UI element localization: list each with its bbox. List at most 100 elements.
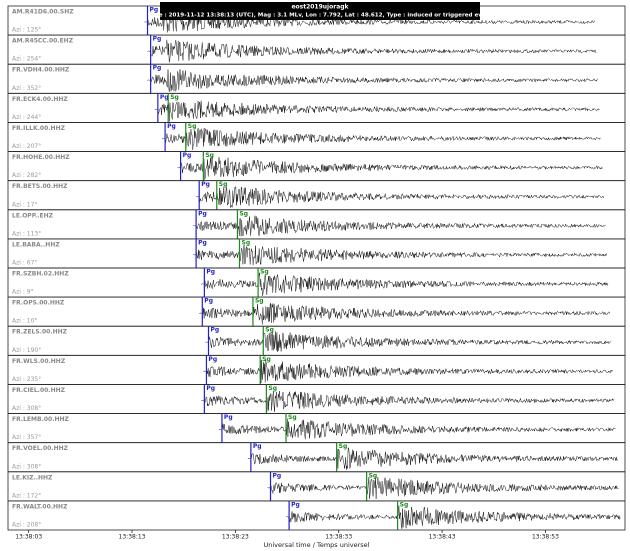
pg-label: Pg — [150, 7, 159, 14]
waveform — [199, 303, 610, 325]
azimuth-label: Azi : 113° — [12, 230, 41, 237]
station-label: LE.KIZ..HHZ — [12, 474, 53, 481]
waveform — [195, 186, 604, 209]
trace-panel — [7, 63, 626, 94]
azimuth-label: Azi : 352° — [12, 85, 41, 92]
pg-label: Pg — [153, 65, 162, 72]
x-tick-label: 13:38:03 — [15, 534, 42, 541]
waveform — [192, 244, 607, 265]
x-tick-label: 13:38:53 — [532, 534, 559, 541]
waveform — [192, 215, 606, 237]
pg-label: Pg — [208, 356, 217, 363]
azimuth-label: Azi : 308° — [12, 405, 41, 412]
sg-label: Sg — [369, 472, 378, 479]
trace-panel — [7, 180, 626, 211]
sg-label: Sg — [239, 210, 248, 217]
waveform — [201, 391, 615, 413]
chart-subtitle: Date : 2019-11-12 13:38:13 (UTC), Mag : … — [148, 13, 493, 19]
trace-panel — [7, 209, 626, 240]
azimuth-label: Azi : 17° — [12, 201, 37, 208]
station-label: AM.R41D6.00.SHZ — [12, 9, 74, 16]
pg-label: Pg — [160, 94, 169, 101]
station-label: FR.WALT.00.HHZ — [12, 503, 68, 510]
x-axis-label: Universal time / Temps universel — [264, 541, 370, 549]
sg-label: Sg — [268, 385, 277, 392]
sg-label: Sg — [255, 298, 264, 305]
trace-panel — [7, 122, 626, 152]
sg-label: Sg — [219, 181, 228, 188]
pg-label: Pg — [291, 501, 300, 508]
x-tick-label: 13:38:43 — [429, 534, 456, 541]
waveform — [201, 272, 609, 296]
station-label: FR.WLS.00.HHZ — [12, 358, 66, 365]
azimuth-label: Azi : 190° — [12, 347, 41, 354]
trace-panel — [7, 413, 626, 444]
waveform — [285, 505, 621, 529]
sg-label: Sg — [205, 152, 214, 159]
sg-label: Sg — [262, 356, 271, 363]
sg-label: Sg — [260, 269, 269, 276]
azimuth-label: Azi : 235° — [12, 376, 41, 383]
station-label: FR.OPS.00.HHZ — [12, 300, 65, 307]
azimuth-label: Azi : 208° — [12, 522, 41, 529]
station-label: FR.VOEL.00.HHZ — [12, 445, 69, 452]
station-label: LE.BABA..HHZ — [12, 241, 60, 248]
trace-panel — [7, 34, 626, 65]
azimuth-label: Azi : 308° — [12, 463, 41, 470]
pg-label: Pg — [167, 123, 176, 130]
x-tick-label: 13:38:33 — [325, 534, 352, 541]
sg-label: Sg — [242, 239, 251, 246]
station-label: LE.OPP..EHZ — [12, 212, 54, 219]
waveform — [161, 127, 601, 151]
waveform — [267, 476, 619, 500]
pg-label: Pg — [153, 36, 162, 43]
station-label: FR.HOHE.00.HHZ — [12, 154, 70, 161]
pg-label: Pg — [183, 152, 192, 159]
pg-label: Pg — [201, 181, 210, 188]
waveform — [205, 331, 612, 352]
azimuth-label: Azi : 207° — [12, 143, 41, 150]
trace-panel — [7, 471, 626, 502]
pg-label: Pg — [210, 327, 219, 334]
trace-panel — [7, 325, 626, 356]
trace-panel — [7, 151, 626, 182]
pg-label: Pg — [198, 210, 207, 217]
sg-label: Sg — [170, 94, 179, 101]
pg-label: Pg — [253, 443, 262, 450]
trace-panel — [7, 238, 626, 269]
waveform — [177, 156, 603, 180]
sg-label: Sg — [288, 414, 297, 421]
waveform — [147, 39, 597, 63]
station-label: FR.SZBH.02.HHZ — [12, 271, 69, 278]
trace-panel — [7, 500, 626, 531]
pg-label: Pg — [273, 472, 282, 479]
station-label: FR.BETS.00.HHZ — [12, 183, 68, 190]
sg-label: Sg — [400, 501, 409, 508]
station-label: FR.LEMB.00.HHZ — [12, 416, 70, 423]
x-tick-label: 13:38:23 — [222, 534, 249, 541]
trace-panel — [7, 384, 626, 414]
waveform — [203, 359, 613, 384]
pg-label: Pg — [206, 385, 215, 392]
pg-label: Pg — [204, 298, 213, 305]
azimuth-label: Azi : 9° — [12, 289, 34, 296]
azimuth-label: Azi : 125° — [12, 27, 41, 34]
azimuth-label: Azi : 254° — [12, 56, 41, 63]
station-label: FR.VDH4.00.HHZ — [12, 67, 70, 74]
chart-title: eost2019ujoragk — [291, 4, 349, 11]
pg-label: Pg — [198, 239, 207, 246]
azimuth-label: Azi : 244° — [12, 114, 41, 121]
trace-panel — [7, 296, 626, 327]
station-label: FR.ZELS.00.HHZ — [12, 329, 68, 336]
azimuth-label: Azi : 172° — [12, 492, 41, 499]
station-label: FR.ILLK.00.HHZ — [12, 125, 66, 132]
waveform — [154, 100, 600, 122]
trace-panel — [7, 442, 626, 473]
azimuth-label: Azi : 67° — [12, 260, 37, 267]
pg-label: Pg — [206, 269, 215, 276]
sg-label: Sg — [339, 443, 348, 450]
sg-label: Sg — [265, 327, 274, 334]
station-label: AM.R45CC.00.EHZ — [12, 38, 74, 45]
waveform — [218, 418, 616, 440]
